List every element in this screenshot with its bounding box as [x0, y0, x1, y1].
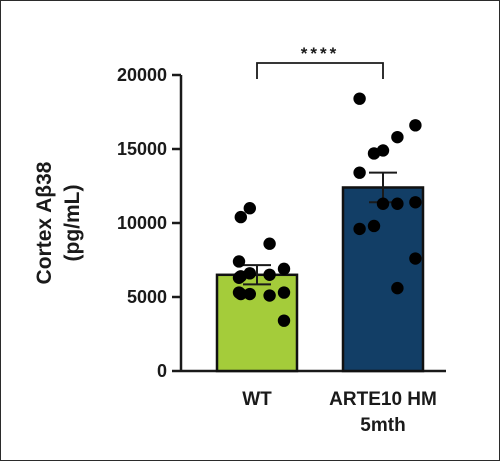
data-point [409, 119, 422, 132]
data-point [391, 197, 404, 210]
y-axis-title: Cortex Aβ38 (pg/mL) [33, 161, 84, 284]
data-point [353, 92, 366, 105]
data-point [263, 237, 276, 250]
x-category-label: WT [242, 389, 272, 410]
data-point [263, 289, 276, 302]
data-point [243, 287, 256, 301]
y-tick-label: 10000 [117, 213, 167, 233]
x-category-label: ARTE10 HM 5mth [329, 389, 437, 436]
data-point [243, 202, 256, 215]
data-point [263, 268, 276, 281]
data-point [277, 262, 291, 276]
y-tick-label: 0 [157, 361, 167, 381]
data-point [376, 197, 390, 210]
y-tick-label: 15000 [117, 139, 167, 159]
y-tick-label: 5000 [127, 287, 167, 307]
y-tick-label: 20000 [117, 65, 167, 85]
significance-label: **** [301, 44, 339, 63]
data-point [353, 222, 366, 236]
data-point [409, 196, 422, 209]
data-point [234, 210, 247, 224]
data-point [353, 166, 366, 179]
data-point [232, 255, 246, 268]
data-point [367, 219, 381, 233]
data-point [391, 130, 404, 144]
data-point [391, 281, 404, 295]
data-point [277, 286, 291, 299]
bar [341, 186, 425, 373]
y-axis-title-text: Cortex Aβ38 (pg/mL) [33, 161, 84, 284]
significance-bracket [256, 62, 384, 79]
data-point [409, 252, 422, 265]
data-point [232, 271, 246, 284]
data-point [277, 314, 291, 327]
data-point [367, 147, 381, 160]
data-point [232, 286, 246, 299]
